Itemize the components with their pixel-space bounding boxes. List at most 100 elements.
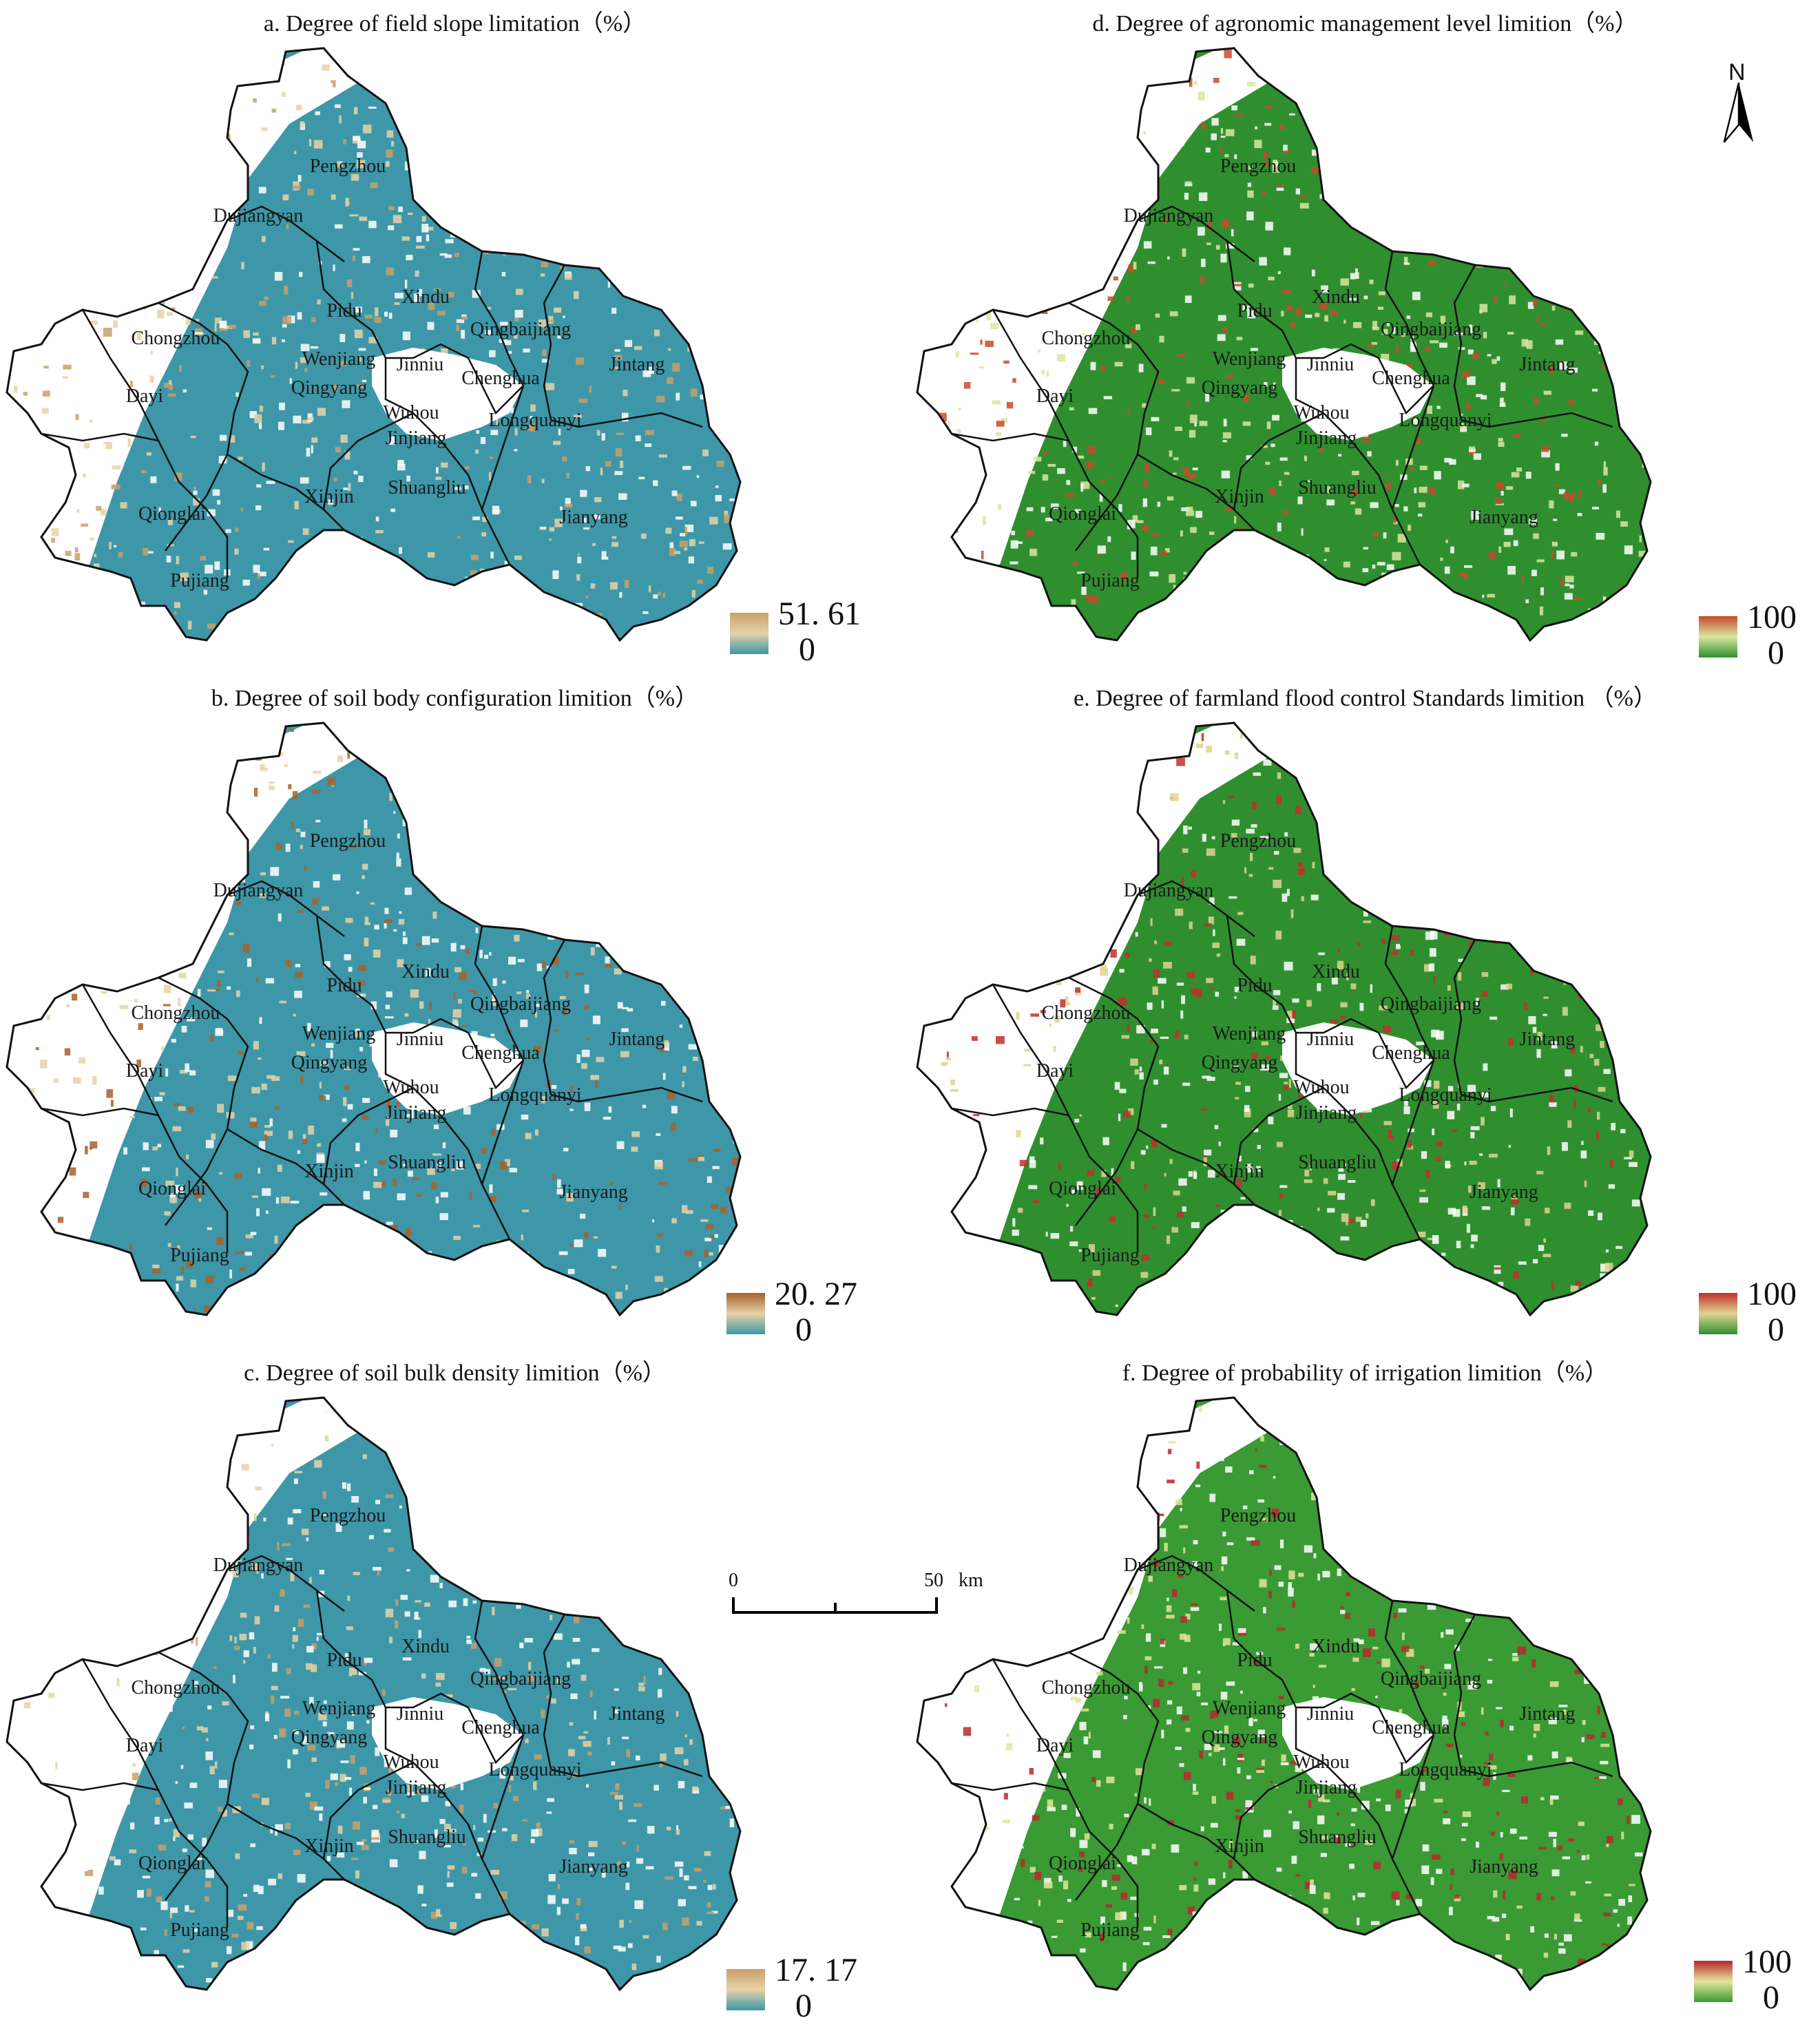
map-speckle bbox=[209, 1437, 213, 1442]
map-speckle bbox=[932, 328, 939, 337]
map-speckle bbox=[252, 1793, 260, 1798]
map-speckle bbox=[330, 1049, 333, 1059]
map-speckle bbox=[1350, 876, 1359, 881]
map-speckle bbox=[189, 1546, 195, 1553]
map-speckle bbox=[1481, 1117, 1485, 1126]
map-speckle bbox=[565, 498, 571, 507]
map-speckle bbox=[140, 729, 149, 735]
map-speckle bbox=[261, 365, 264, 370]
map-speckle bbox=[1270, 1285, 1275, 1294]
map-speckle bbox=[1533, 533, 1539, 539]
map-speckle bbox=[369, 74, 373, 77]
map-speckle bbox=[669, 1632, 673, 1640]
district-label: Chenghua bbox=[1372, 1042, 1450, 1064]
map-speckle bbox=[713, 918, 720, 925]
map-speckle bbox=[1434, 1798, 1443, 1803]
map-speckle bbox=[684, 72, 688, 81]
map-speckle bbox=[683, 1533, 689, 1537]
map-speckle bbox=[1044, 1877, 1052, 1884]
map-speckle bbox=[1193, 1292, 1199, 1300]
map-speckle bbox=[670, 1123, 677, 1131]
map-speckle bbox=[1495, 1955, 1502, 1961]
map-speckle bbox=[217, 1104, 224, 1113]
map-speckle bbox=[1601, 998, 1604, 1003]
map-speckle bbox=[942, 1269, 949, 1276]
map-speckle bbox=[1090, 596, 1098, 604]
map-speckle bbox=[1130, 327, 1138, 333]
map-speckle bbox=[1157, 379, 1165, 384]
map-speckle bbox=[1566, 804, 1574, 808]
map-speckle bbox=[1050, 1232, 1060, 1239]
map-speckle bbox=[634, 1803, 642, 1807]
map-speckle bbox=[239, 1267, 247, 1271]
map-speckle bbox=[622, 1841, 626, 1845]
map-speckle bbox=[71, 1599, 74, 1605]
map-speckle bbox=[25, 204, 32, 209]
map-speckle bbox=[492, 978, 497, 987]
map-speckle bbox=[1023, 1064, 1032, 1066]
map-speckle bbox=[485, 306, 492, 310]
map-speckle bbox=[292, 1749, 298, 1755]
map-speckle bbox=[503, 1919, 507, 1926]
map-speckle bbox=[1164, 217, 1167, 224]
map-speckle bbox=[63, 125, 68, 129]
map-speckle bbox=[1401, 1425, 1405, 1431]
map-speckle bbox=[1071, 245, 1079, 252]
map-speckle bbox=[573, 777, 581, 783]
map-speckle bbox=[132, 1772, 139, 1780]
map-speckle bbox=[1225, 129, 1235, 136]
map-speckle bbox=[14, 1827, 19, 1835]
map-speckle bbox=[1569, 230, 1578, 235]
map-speckle bbox=[94, 554, 97, 558]
map-speckle bbox=[1039, 1272, 1044, 1280]
map-speckle bbox=[1525, 599, 1529, 604]
map-speckle bbox=[1515, 258, 1522, 267]
panel-title: e. Degree of farmland flood control Stan… bbox=[1074, 686, 1657, 711]
map-speckle bbox=[638, 1686, 645, 1692]
map-speckle bbox=[164, 1819, 169, 1822]
map-speckle bbox=[572, 1638, 580, 1642]
map-speckle bbox=[216, 1473, 226, 1481]
map-speckle bbox=[583, 887, 588, 892]
map-speckle bbox=[1293, 747, 1299, 753]
map-speckle bbox=[1543, 1953, 1549, 1958]
map-speckle bbox=[463, 1598, 468, 1606]
map-speckle bbox=[82, 123, 90, 129]
map-speckle bbox=[496, 1252, 503, 1254]
map-speckle bbox=[365, 1263, 370, 1267]
district-border bbox=[474, 1600, 525, 1736]
map-speckle bbox=[1337, 1812, 1340, 1816]
map-speckle bbox=[739, 1939, 740, 1943]
map-speckle bbox=[1056, 868, 1063, 872]
map-speckle bbox=[618, 493, 627, 501]
map-speckle bbox=[54, 827, 58, 833]
map-speckle bbox=[1445, 923, 1454, 930]
map-speckle bbox=[1343, 319, 1346, 324]
map-speckle bbox=[1027, 596, 1032, 603]
map-speckle bbox=[553, 1633, 563, 1640]
map-speckle bbox=[1052, 116, 1058, 124]
map-speckle bbox=[1573, 597, 1582, 600]
map-speckle bbox=[30, 951, 34, 956]
map-speckle bbox=[83, 958, 87, 965]
map-speckle bbox=[596, 821, 602, 827]
map-speckle bbox=[549, 175, 558, 181]
map-speckle bbox=[311, 1664, 317, 1672]
map-speckle bbox=[335, 1296, 343, 1303]
map-speckle bbox=[105, 379, 112, 381]
map-speckle bbox=[696, 475, 700, 478]
map-speckle bbox=[481, 1147, 487, 1155]
map-speckle bbox=[724, 1716, 728, 1725]
map-speckle bbox=[81, 523, 89, 527]
map-speckle bbox=[496, 417, 499, 425]
map-speckle bbox=[264, 1130, 273, 1136]
map-speckle bbox=[361, 1844, 369, 1851]
map-speckle bbox=[568, 57, 574, 67]
map-speckle bbox=[1330, 1019, 1338, 1023]
map-speckle bbox=[390, 508, 396, 512]
map-speckle bbox=[991, 185, 998, 191]
map-speckle bbox=[499, 1891, 508, 1900]
map-speckle bbox=[116, 1802, 123, 1806]
map-speckle bbox=[1514, 767, 1518, 775]
map-speckle bbox=[1312, 862, 1315, 869]
